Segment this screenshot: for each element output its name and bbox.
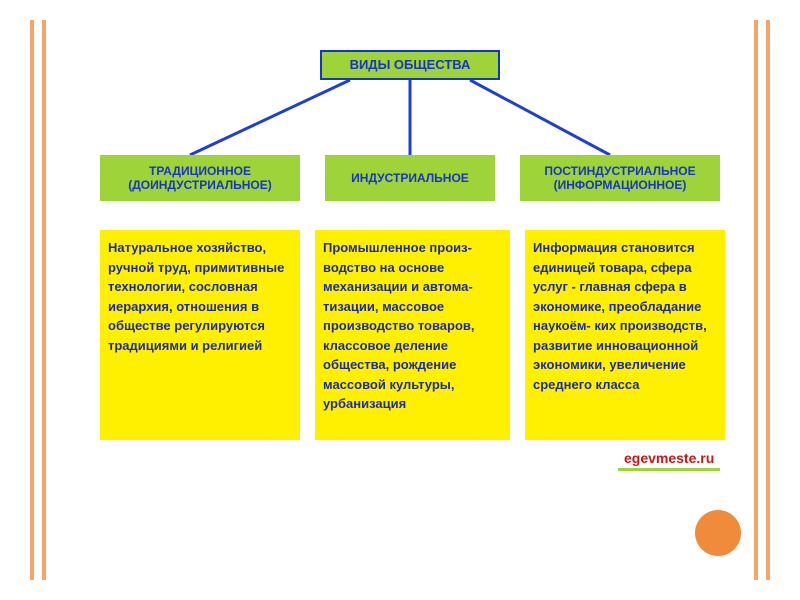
category-box-traditional: ТРАДИЦИОННОЕ (ДОИНДУСТРИАЛЬНОЕ) [100,155,300,201]
description-text: Промышленное произ- водство на основе ме… [323,240,475,411]
description-box-postindustrial: Информация становится единицей товара, с… [525,230,725,440]
category-label: ИНДУСТРИАЛЬНОЕ [351,171,469,185]
root-node: ВИДЫ ОБЩЕСТВА [320,50,500,80]
orange-dot-icon [695,510,741,556]
description-box-industrial: Промышленное произ- водство на основе ме… [315,230,510,440]
category-label: ПОСТИНДУСТРИАЛЬНОЕ (ИНФОРМАЦИОННОЕ) [526,164,714,192]
category-box-industrial: ИНДУСТРИАЛЬНОЕ [325,155,495,201]
root-label: ВИДЫ ОБЩЕСТВА [350,57,471,72]
watermark: egevmeste.ru [618,448,720,471]
description-box-traditional: Натуральное хозяйство, ручной труд, прим… [100,230,300,440]
category-label: ТРАДИЦИОННОЕ (ДОИНДУСТРИАЛЬНОЕ) [106,164,294,192]
description-text: Натуральное хозяйство, ручной труд, прим… [108,240,284,353]
watermark-text: egevmeste.ru [624,450,714,466]
description-text: Информация становится единицей товара, с… [533,240,707,392]
category-box-postindustrial: ПОСТИНДУСТРИАЛЬНОЕ (ИНФОРМАЦИОННОЕ) [520,155,720,201]
